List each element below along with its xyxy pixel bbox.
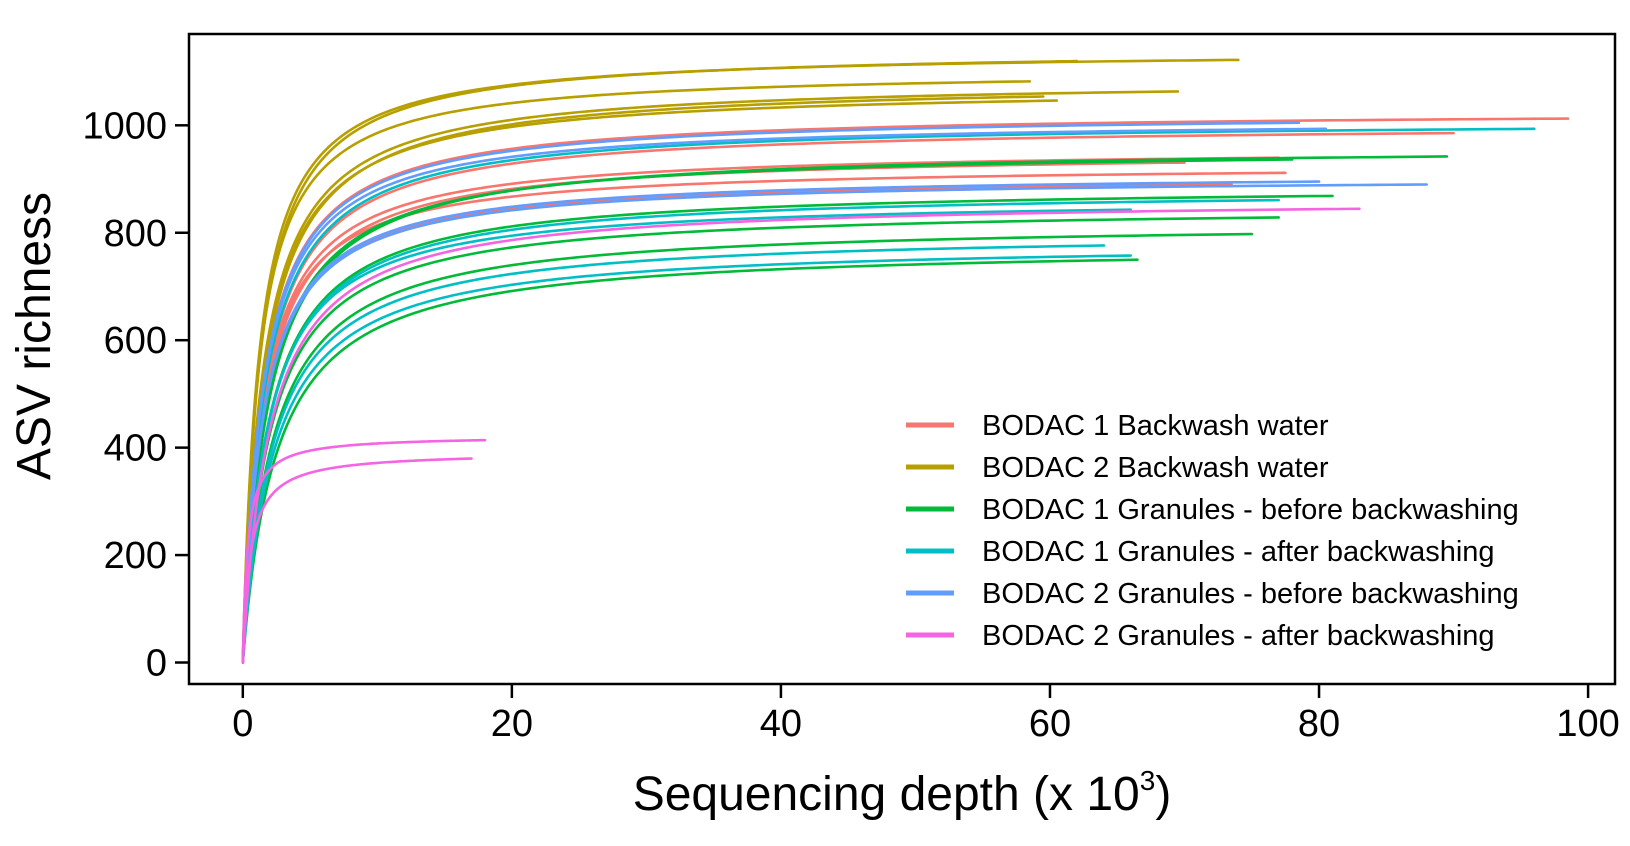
- legend-label: BODAC 2 Backwash water: [982, 452, 1329, 484]
- y-tick-label: 1000: [82, 105, 167, 147]
- y-tick-label: 600: [104, 320, 167, 362]
- curves-layer: [241, 58, 1570, 664]
- curve-series-6-3: [241, 457, 473, 664]
- legend: BODAC 1 Backwash water BODAC 2 Backwash w…: [906, 410, 1519, 652]
- legend-item-4: BODAC 1 Granules - after backwashing: [906, 536, 1495, 568]
- legend-item-5: BODAC 2 Granules - before backwashing: [906, 578, 1519, 610]
- curve-series-3-5: [241, 258, 1139, 664]
- series-5: [241, 121, 1428, 664]
- legend-label: BODAC 1 Backwash water: [982, 410, 1329, 442]
- x-tick-label: 20: [491, 703, 533, 745]
- x-axis: 0 20 40 60 80 100: [232, 684, 1620, 745]
- y-tick-label: 400: [104, 428, 167, 470]
- curve-series-2-6: [241, 99, 1059, 664]
- x-axis-title-close: ): [1155, 768, 1171, 821]
- curve-series-3-6: [241, 158, 1294, 664]
- legend-label: BODAC 2 Granules - after backwashing: [982, 620, 1495, 652]
- y-tick-label: 800: [104, 213, 167, 255]
- plot-frame: [187, 32, 1617, 686]
- legend-item-2: BODAC 2 Backwash water: [906, 452, 1329, 484]
- curve-series-2-4: [241, 90, 1180, 664]
- x-tick-label: 80: [1298, 703, 1340, 745]
- curve-series-6-2: [241, 438, 487, 664]
- curve-series-4-1: [241, 127, 1536, 664]
- series-6: [241, 207, 1361, 664]
- legend-label: BODAC 1 Granules - before backwashing: [982, 494, 1519, 526]
- curve-series-2-3: [241, 80, 1032, 664]
- y-axis-title: ASV richness: [8, 192, 61, 480]
- curve-series-6-1: [241, 207, 1361, 664]
- y-tick-label: 200: [104, 535, 167, 577]
- legend-item-1: BODAC 1 Backwash water: [906, 410, 1329, 442]
- curve-series-4-4: [241, 244, 1106, 664]
- legend-label: BODAC 1 Granules - after backwashing: [982, 536, 1495, 568]
- x-tick-label: 60: [1029, 703, 1071, 745]
- x-tick-label: 40: [760, 703, 802, 745]
- legend-item-6: BODAC 2 Granules - after backwashing: [906, 620, 1495, 652]
- curve-series-4-3: [241, 208, 1132, 664]
- x-axis-title: Sequencing depth (x 103): [633, 765, 1172, 821]
- legend-label: BODAC 2 Granules - before backwashing: [982, 578, 1519, 610]
- curve-series-2-5: [241, 95, 1045, 664]
- curve-series-5-4: [241, 180, 1321, 664]
- x-tick-label: 0: [232, 703, 253, 745]
- curve-series-5-2: [241, 121, 1301, 664]
- legend-item-3: BODAC 1 Granules - before backwashing: [906, 494, 1519, 526]
- x-axis-title-superscript: 3: [1140, 765, 1156, 796]
- y-axis: 0 200 400 600 800 1000: [82, 105, 189, 685]
- curve-series-2-1: [241, 58, 1240, 664]
- series-2: [241, 58, 1240, 664]
- y-tick-label: 0: [146, 643, 167, 685]
- x-axis-title-main: Sequencing depth (x 10: [633, 768, 1140, 821]
- x-tick-label: 100: [1556, 703, 1619, 745]
